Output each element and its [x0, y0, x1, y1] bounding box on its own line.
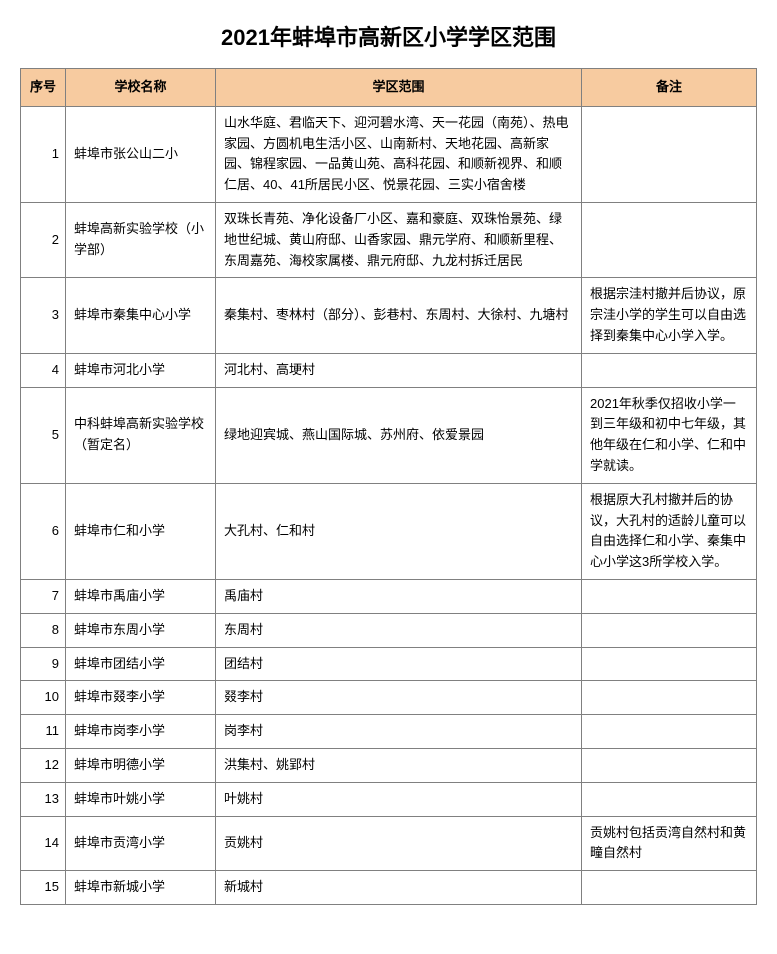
table-row: 6蚌埠市仁和小学大孔村、仁和村根据原大孔村撤并后的协议，大孔村的适龄儿童可以自由… — [21, 483, 757, 579]
cell-note — [582, 681, 757, 715]
cell-school-name: 蚌埠市禹庙小学 — [66, 579, 216, 613]
table-row: 11蚌埠市岗李小学岗李村 — [21, 715, 757, 749]
table-row: 9蚌埠市团结小学团结村 — [21, 647, 757, 681]
cell-district-range: 双珠长青苑、净化设备厂小区、嘉和豪庭、双珠怡景苑、绿地世纪城、黄山府邸、山香家园… — [216, 202, 582, 277]
header-seq: 序号 — [21, 69, 66, 107]
cell-note — [582, 871, 757, 905]
page-title: 2021年蚌埠市高新区小学学区范围 — [20, 20, 757, 52]
header-name: 学校名称 — [66, 69, 216, 107]
table-row: 14蚌埠市贡湾小学贡姚村贡姚村包括贡湾自然村和黄疃自然村 — [21, 816, 757, 871]
cell-district-range: 叕李村 — [216, 681, 582, 715]
table-header-row: 序号 学校名称 学区范围 备注 — [21, 69, 757, 107]
cell-note: 根据宗洼村撤并后协议，原宗洼小学的学生可以自由选择到秦集中心小学入学。 — [582, 278, 757, 353]
cell-district-range: 山水华庭、君临天下、迎河碧水湾、天一花园（南苑）、热电家园、方圆机电生活小区、山… — [216, 106, 582, 202]
cell-district-range: 大孔村、仁和村 — [216, 483, 582, 579]
cell-school-name: 中科蚌埠高新实验学校（暂定名） — [66, 387, 216, 483]
cell-note — [582, 202, 757, 277]
header-range: 学区范围 — [216, 69, 582, 107]
cell-district-range: 绿地迎宾城、燕山国际城、苏州府、依爱景园 — [216, 387, 582, 483]
table-row: 5中科蚌埠高新实验学校（暂定名）绿地迎宾城、燕山国际城、苏州府、依爱景园2021… — [21, 387, 757, 483]
cell-note — [582, 647, 757, 681]
cell-note: 2021年秋季仅招收小学一到三年级和初中七年级，其他年级在仁和小学、仁和中学就读… — [582, 387, 757, 483]
table-row: 10蚌埠市叕李小学叕李村 — [21, 681, 757, 715]
cell-school-name: 蚌埠市河北小学 — [66, 353, 216, 387]
header-note: 备注 — [582, 69, 757, 107]
cell-seq: 2 — [21, 202, 66, 277]
table-row: 2蚌埠高新实验学校（小学部）双珠长青苑、净化设备厂小区、嘉和豪庭、双珠怡景苑、绿… — [21, 202, 757, 277]
cell-district-range: 团结村 — [216, 647, 582, 681]
cell-school-name: 蚌埠市东周小学 — [66, 613, 216, 647]
cell-district-range: 东周村 — [216, 613, 582, 647]
cell-school-name: 蚌埠市秦集中心小学 — [66, 278, 216, 353]
cell-district-range: 禹庙村 — [216, 579, 582, 613]
cell-seq: 14 — [21, 816, 66, 871]
cell-school-name: 蚌埠市团结小学 — [66, 647, 216, 681]
district-table: 序号 学校名称 学区范围 备注 1蚌埠市张公山二小山水华庭、君临天下、迎河碧水湾… — [20, 68, 757, 905]
cell-note — [582, 353, 757, 387]
cell-school-name: 蚌埠市叶姚小学 — [66, 782, 216, 816]
table-row: 4蚌埠市河北小学河北村、高埂村 — [21, 353, 757, 387]
cell-school-name: 蚌埠市贡湾小学 — [66, 816, 216, 871]
table-row: 3蚌埠市秦集中心小学秦集村、枣林村（部分）、彭巷村、东周村、大徐村、九塘村根据宗… — [21, 278, 757, 353]
cell-seq: 7 — [21, 579, 66, 613]
cell-district-range: 叶姚村 — [216, 782, 582, 816]
cell-district-range: 新城村 — [216, 871, 582, 905]
cell-school-name: 蚌埠市仁和小学 — [66, 483, 216, 579]
cell-district-range: 贡姚村 — [216, 816, 582, 871]
cell-district-range: 岗李村 — [216, 715, 582, 749]
cell-note — [582, 715, 757, 749]
cell-school-name: 蚌埠高新实验学校（小学部） — [66, 202, 216, 277]
cell-seq: 4 — [21, 353, 66, 387]
table-row: 15蚌埠市新城小学新城村 — [21, 871, 757, 905]
cell-seq: 11 — [21, 715, 66, 749]
table-row: 8蚌埠市东周小学东周村 — [21, 613, 757, 647]
cell-school-name: 蚌埠市张公山二小 — [66, 106, 216, 202]
table-row: 7蚌埠市禹庙小学禹庙村 — [21, 579, 757, 613]
cell-note: 根据原大孔村撤并后的协议，大孔村的适龄儿童可以自由选择仁和小学、秦集中心小学这3… — [582, 483, 757, 579]
cell-school-name: 蚌埠市明德小学 — [66, 748, 216, 782]
cell-seq: 12 — [21, 748, 66, 782]
cell-note — [582, 106, 757, 202]
cell-note — [582, 579, 757, 613]
table-row: 12蚌埠市明德小学洪集村、姚郢村 — [21, 748, 757, 782]
cell-seq: 5 — [21, 387, 66, 483]
cell-note: 贡姚村包括贡湾自然村和黄疃自然村 — [582, 816, 757, 871]
cell-seq: 15 — [21, 871, 66, 905]
cell-seq: 6 — [21, 483, 66, 579]
cell-district-range: 洪集村、姚郢村 — [216, 748, 582, 782]
cell-seq: 1 — [21, 106, 66, 202]
cell-note — [582, 782, 757, 816]
cell-seq: 13 — [21, 782, 66, 816]
cell-school-name: 蚌埠市新城小学 — [66, 871, 216, 905]
cell-school-name: 蚌埠市岗李小学 — [66, 715, 216, 749]
cell-note — [582, 748, 757, 782]
cell-district-range: 河北村、高埂村 — [216, 353, 582, 387]
table-row: 1蚌埠市张公山二小山水华庭、君临天下、迎河碧水湾、天一花园（南苑）、热电家园、方… — [21, 106, 757, 202]
cell-note — [582, 613, 757, 647]
cell-seq: 8 — [21, 613, 66, 647]
table-row: 13蚌埠市叶姚小学叶姚村 — [21, 782, 757, 816]
cell-school-name: 蚌埠市叕李小学 — [66, 681, 216, 715]
cell-seq: 3 — [21, 278, 66, 353]
cell-seq: 9 — [21, 647, 66, 681]
cell-district-range: 秦集村、枣林村（部分）、彭巷村、东周村、大徐村、九塘村 — [216, 278, 582, 353]
cell-seq: 10 — [21, 681, 66, 715]
